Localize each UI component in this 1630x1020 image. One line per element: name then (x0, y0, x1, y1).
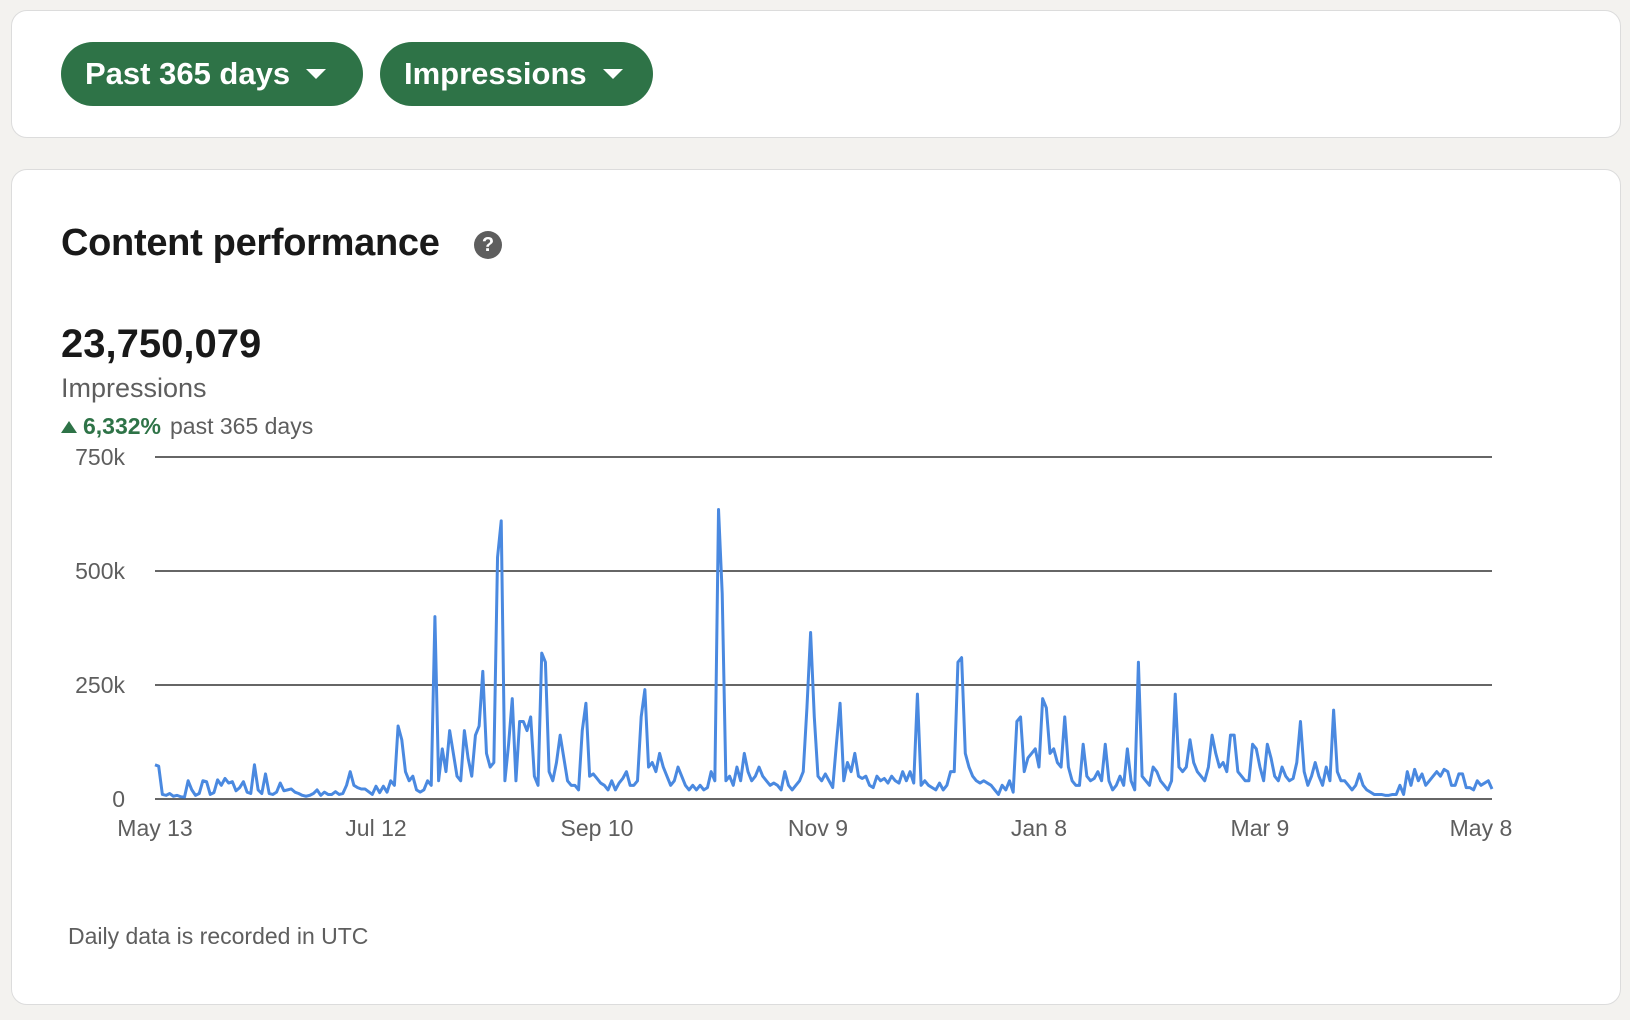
y-tick-label: 0 (112, 786, 125, 812)
change-period: past 365 days (170, 413, 314, 439)
x-tick-label: Sep 10 (561, 815, 634, 841)
y-tick-label: 250k (75, 672, 125, 698)
y-tick-label: 500k (75, 558, 125, 584)
x-tick-label: Jan 8 (1011, 815, 1067, 841)
filter-bar: Past 365 days Impressions (11, 10, 1621, 138)
metric-dropdown[interactable]: Impressions (380, 42, 653, 106)
x-tick-label: Nov 9 (788, 815, 848, 841)
chevron-down-icon (306, 69, 327, 79)
metric-name: Impressions (61, 373, 207, 403)
content-performance-card: Content performance ? 23,750,079 Impress… (11, 169, 1621, 1005)
change-percent: 6,332% (83, 413, 162, 439)
impressions-line-chart: 0 250k 500k 750k May 13 Jul 12 Sep 10 Nov 9 Jan … (75, 444, 1513, 841)
x-tick-label: May 8 (1450, 815, 1513, 841)
metric-dropdown-label: Impressions (404, 56, 587, 91)
utc-footnote: Daily data is recorded in UTC (68, 923, 369, 949)
y-tick-label: 750k (75, 444, 125, 470)
x-tick-label: May 13 (117, 815, 192, 841)
impressions-series-line (154, 507, 1494, 799)
change-summary: 6,332% past 365 days (61, 413, 313, 440)
card-title: Content performance (61, 222, 440, 264)
total-impressions-value: 23,750,079 (61, 322, 262, 366)
triangle-up-icon (61, 420, 77, 433)
question-circle-icon[interactable]: ? (474, 231, 502, 259)
chevron-down-icon (602, 69, 623, 79)
x-tick-label: Mar 9 (1231, 815, 1290, 841)
date-range-label: Past 365 days (85, 56, 291, 91)
x-tick-label: Jul 12 (345, 815, 406, 841)
date-range-dropdown[interactable]: Past 365 days (61, 42, 363, 106)
